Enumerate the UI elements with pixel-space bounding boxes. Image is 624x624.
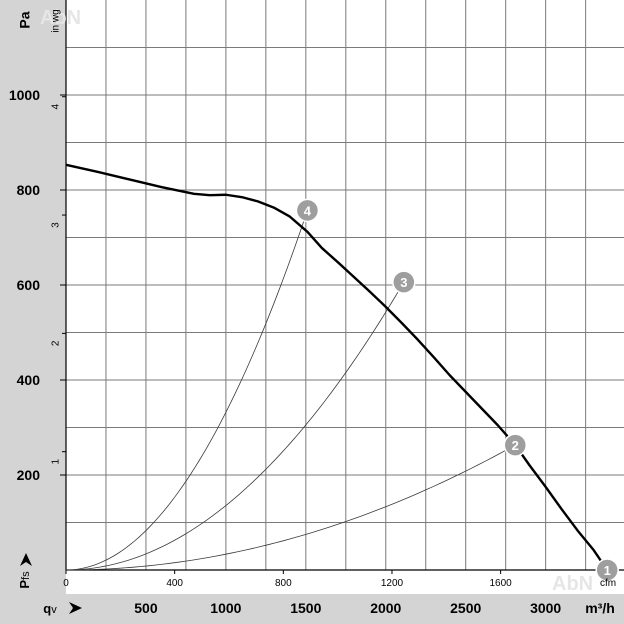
operating-point-circle: [295, 198, 320, 223]
y-axis-symbol: Pfs: [17, 571, 32, 589]
pa-tick-label: 600: [17, 277, 41, 293]
x-axis-symbol-main: q: [43, 601, 51, 616]
operating-points: 1 2 3 4: [295, 198, 619, 582]
system-curve-2: [65, 444, 516, 571]
cfm-tick-label: 400: [166, 578, 183, 589]
cfm-tick-label: 800: [275, 578, 292, 589]
fan-curve-group: [65, 163, 609, 571]
operating-point-circle: [503, 433, 528, 457]
grid: [65, 0, 624, 571]
operating-point-label: 4: [304, 203, 312, 218]
system-curve-4: [65, 210, 308, 571]
inwg-tick-label: 1: [51, 458, 62, 464]
m3h-tick-label: 1000: [210, 600, 241, 616]
cfm-tick-label: 1600: [490, 578, 513, 589]
pa-unit-label: Pa: [17, 11, 33, 28]
operating-point-1: 1: [595, 558, 619, 582]
m3h-tick-label: 500: [134, 600, 158, 616]
cfm-tick-label: 1200: [381, 578, 404, 589]
cfm-unit-label: cfm: [600, 578, 616, 589]
left-axis-band: [0, 0, 66, 624]
x-axis-symbol: qv: [43, 601, 57, 616]
x-axis-symbol-sub: v: [51, 604, 57, 616]
system-curves: [65, 210, 516, 571]
pa-tick-label: 200: [17, 467, 41, 483]
fan-curve: [65, 163, 609, 571]
m3h-tick-label: 2500: [450, 600, 481, 616]
inwg-tick-label: 4: [51, 104, 62, 110]
axis-labels: Pa in wg cfm m³/h Pfs qv 200 400 600 800 100…: [9, 9, 616, 616]
operating-point-label: 1: [604, 563, 611, 578]
cfm-tick-label: 0: [63, 578, 69, 589]
inwg-unit-label: in wg: [51, 9, 62, 32]
system-curve-3: [65, 281, 405, 571]
bottom-axis-band: [0, 594, 624, 624]
m3h-tick-label: 2000: [370, 600, 401, 616]
y-axis-symbol-main: P: [17, 580, 32, 589]
pa-tick-label: 400: [17, 372, 41, 388]
operating-point-4: 4: [295, 198, 320, 223]
watermark-bottom: AbN: [552, 573, 593, 595]
x-axis-arrow-icon: [69, 602, 82, 614]
inwg-tick-label: 3: [51, 222, 62, 228]
operating-point-3: 3: [392, 270, 416, 294]
operating-point-2: 2: [503, 433, 528, 457]
inwg-tick-label: 2: [51, 340, 62, 346]
y-axis-symbol-sub: fs: [20, 571, 32, 580]
watermark-top: AbN: [40, 7, 81, 29]
operating-point-circle: [392, 270, 416, 294]
y-axis-arrow-icon: [20, 553, 32, 566]
pa-tick-label: 1000: [9, 87, 40, 103]
operating-point-circle: [595, 558, 619, 582]
watermarks: AbN AbN: [40, 7, 593, 595]
operating-point-label: 3: [400, 275, 407, 290]
m3h-tick-label: 1500: [290, 600, 321, 616]
operating-point-label: 2: [512, 438, 519, 453]
m3h-tick-label: 3000: [530, 600, 561, 616]
svg-text:Pfs: Pfs: [17, 571, 32, 589]
pa-tick-label: 800: [17, 182, 41, 198]
m3h-unit-label: m³/h: [585, 600, 615, 616]
